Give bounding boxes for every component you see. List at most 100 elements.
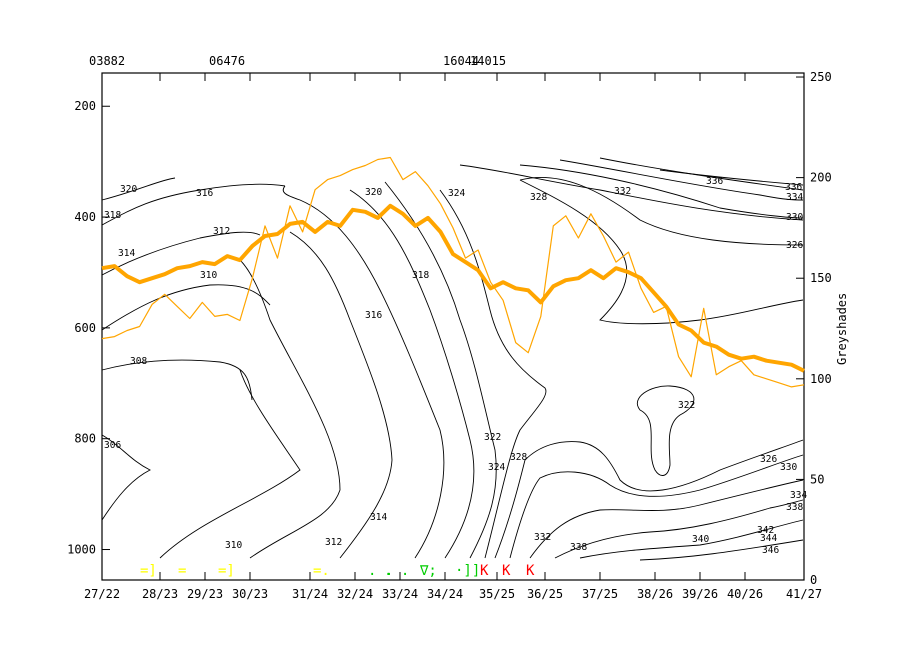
contour-328-upper	[459, 164, 804, 221]
contour-332	[529, 479, 804, 559]
contour-label: 324	[448, 188, 465, 199]
contour-label: 306	[104, 440, 121, 451]
bottom-tick-label: 35/25	[479, 587, 515, 601]
bottom-tick-label: 33/24	[382, 587, 418, 601]
contour-label: 344	[760, 533, 777, 544]
right-tick-label: 150	[810, 271, 832, 285]
contour-310-left	[101, 284, 271, 331]
contour-label: 318	[104, 210, 121, 221]
contour-label: 346	[762, 545, 779, 556]
contour-label: 308	[130, 356, 147, 367]
contour-label: 326	[760, 454, 777, 465]
series-thin-line	[101, 156, 805, 388]
contour-328	[509, 454, 804, 559]
contour-label: 342	[757, 525, 774, 536]
contour-label: 312	[325, 537, 342, 548]
bottom-tick-label: 27/22	[84, 587, 120, 601]
contour-336	[554, 499, 804, 559]
bottom-tick-label: 36/25	[527, 587, 563, 601]
contour-label: 316	[365, 310, 382, 321]
weather-symbol: =.	[313, 563, 330, 579]
contour-label: 332	[534, 532, 551, 543]
contour-label: 320	[365, 187, 382, 198]
contour-label: 326	[786, 240, 803, 251]
right-axis: 0 50 100 150 200 250	[796, 70, 832, 587]
contour-318-upper	[101, 183, 286, 226]
contour-label: 334	[786, 192, 803, 203]
contour-306	[101, 434, 152, 521]
weather-symbol: ∇;	[419, 563, 437, 579]
weather-symbol: =]	[140, 563, 157, 579]
contour-label: 328	[530, 192, 547, 203]
weather-symbol: . .	[368, 563, 393, 579]
bottom-tick-label: 37/25	[582, 587, 618, 601]
left-tick-label: 200	[74, 99, 96, 113]
contour-label: 336	[706, 176, 723, 187]
top-label: 14015	[470, 54, 506, 68]
contour-label: 320	[120, 184, 137, 195]
contour-label: 338	[570, 542, 587, 553]
bottom-tick-label: 29/23	[187, 587, 223, 601]
contour-label: 340	[692, 534, 709, 545]
top-label: 03882	[89, 54, 125, 68]
contour-label: 314	[118, 248, 135, 259]
contour-332-upper	[559, 159, 804, 201]
right-tick-label: 250	[810, 70, 832, 84]
bottom-tick-label: 40/26	[727, 587, 763, 601]
contour-324	[494, 439, 804, 559]
contour-322-closed	[637, 385, 695, 476]
contour-314-lower	[289, 231, 393, 559]
contour-label: 338	[786, 502, 803, 513]
contour-label: 328	[510, 452, 527, 463]
contour-344	[639, 539, 804, 561]
bottom-tick-label: 30/23	[232, 587, 268, 601]
contour-318-mid	[349, 189, 475, 559]
weather-symbols: =] = =] =. . . . . ∇; ·]] K K K	[140, 563, 535, 579]
contour-316-mid	[282, 185, 445, 559]
contour-308	[101, 359, 253, 401]
top-label: 16044	[443, 54, 479, 68]
weather-symbol: ·]]	[455, 563, 480, 579]
contour-318-right	[519, 179, 804, 325]
right-tick-label: 200	[810, 171, 832, 185]
bottom-tick-label: 28/23	[142, 587, 178, 601]
contour-314-left	[101, 231, 261, 276]
contour-labels: 320 318 316 314 312 310 308 306 310 312 …	[104, 176, 807, 556]
bottom-tick-label: 34/24	[427, 587, 463, 601]
weather-symbol: K	[526, 563, 535, 579]
contour-label: 318	[412, 270, 429, 281]
bottom-tick-label: 39/26	[682, 587, 718, 601]
contour-label: 332	[614, 186, 631, 197]
contour-label: 314	[370, 512, 387, 523]
weather-symbol: =]	[218, 563, 235, 579]
left-tick-label: 400	[74, 210, 96, 224]
contour-label: 310	[225, 540, 242, 551]
contour-label: 312	[213, 226, 230, 237]
right-axis-title: Greyshades	[835, 293, 849, 365]
series-thick-line	[101, 203, 805, 373]
contour-label: 324	[488, 462, 505, 473]
right-tick-label: 100	[810, 372, 832, 386]
bottom-tick-label: 32/24	[337, 587, 373, 601]
series-layer	[101, 156, 805, 388]
contour-310-lower	[159, 369, 301, 559]
isentrope-contours	[101, 157, 804, 561]
weather-symbol: . .	[384, 563, 409, 579]
contour-320-upper	[101, 177, 176, 201]
weather-symbol: K	[480, 563, 489, 579]
bottom-tick-label: 38/26	[637, 587, 673, 601]
contour-312-lower	[239, 259, 341, 559]
left-tick-label: 600	[74, 321, 96, 335]
contour-label: 330	[786, 212, 803, 223]
contour-label: 310	[200, 270, 217, 281]
contour-322	[439, 189, 547, 559]
contour-320-mid	[384, 181, 497, 559]
left-tick-label: 1000	[67, 543, 96, 557]
left-tick-label: 800	[74, 432, 96, 446]
contour-326-upper	[519, 176, 804, 246]
contour-label: 334	[790, 490, 807, 501]
contour-label: 330	[780, 462, 797, 473]
contour-336-upper	[659, 169, 804, 186]
contour-label: 316	[196, 188, 213, 199]
